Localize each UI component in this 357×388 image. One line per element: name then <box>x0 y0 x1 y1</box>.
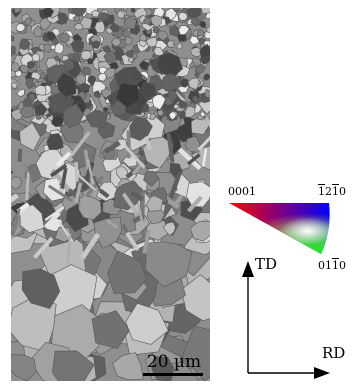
ipf-label-bottom: 0110 <box>318 259 346 272</box>
scale-bar-label: 20 µm <box>146 352 202 372</box>
ipf-label-top-right: 1210 <box>318 185 346 198</box>
ipf-label-0001: 0001 <box>228 185 256 198</box>
scale-bar <box>143 373 203 376</box>
axis-label-rd: RD <box>322 344 346 362</box>
axis-label-td: TD <box>255 255 278 273</box>
sample-axes <box>242 261 330 379</box>
grain-map-image <box>11 8 210 381</box>
ebsd-micrograph <box>11 8 210 381</box>
ipf-color-triangle <box>229 203 330 254</box>
